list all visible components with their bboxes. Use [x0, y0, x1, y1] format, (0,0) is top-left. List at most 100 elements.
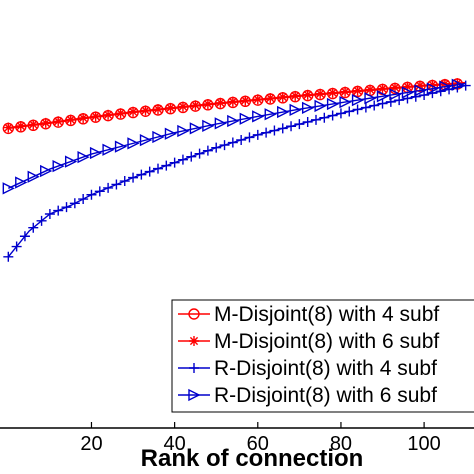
- x-tick-label: 40: [164, 433, 186, 455]
- legend-entry: R-Disjoint(8) with 6 subf: [178, 384, 437, 407]
- data-point: [127, 137, 140, 150]
- data-point: [19, 231, 30, 242]
- data-point: [211, 142, 222, 153]
- data-point: [161, 160, 172, 171]
- data-point: [111, 179, 122, 190]
- data-point: [27, 170, 40, 183]
- data-point: [140, 105, 151, 116]
- data-point: [277, 105, 290, 119]
- data-point: [239, 112, 252, 125]
- data-point: [377, 98, 388, 109]
- x-tick-label: 20: [80, 433, 102, 455]
- x-axis-title: Rank of connection: [141, 445, 364, 472]
- data-point: [94, 186, 105, 197]
- data-point: [294, 119, 305, 130]
- data-point: [240, 95, 251, 106]
- data-point: [414, 84, 427, 97]
- data-point: [215, 97, 226, 108]
- data-point: [339, 95, 352, 109]
- data-point: [15, 176, 28, 189]
- data-point: [64, 155, 78, 168]
- data-point: [28, 119, 39, 130]
- series-4: [2, 78, 466, 195]
- data-point: [227, 114, 240, 128]
- legend-marker: [189, 363, 199, 373]
- data-point: [219, 140, 230, 151]
- data-point: [394, 95, 405, 106]
- data-point: [194, 148, 205, 159]
- data-point: [128, 106, 139, 117]
- data-point: [36, 215, 47, 226]
- data-point: [77, 150, 90, 164]
- data-point: [390, 82, 400, 93]
- series-line: [7, 84, 466, 258]
- series-2: [3, 78, 466, 133]
- data-point: [103, 109, 114, 120]
- data-point: [227, 137, 238, 148]
- legend-label: R-Disjoint(8) with 4 subf: [214, 357, 437, 380]
- data-point: [264, 108, 277, 121]
- x-tick-label: 100: [407, 433, 440, 455]
- data-point: [402, 81, 413, 92]
- data-point: [289, 103, 302, 117]
- data-point: [139, 134, 153, 147]
- legend-label: R-Disjoint(8) with 6 subf: [214, 384, 437, 407]
- data-point: [439, 80, 452, 93]
- data-point: [351, 94, 365, 107]
- data-point: [227, 96, 238, 107]
- data-point: [53, 205, 64, 216]
- legend-marker: [188, 388, 201, 402]
- data-point: [186, 151, 197, 162]
- data-point: [426, 82, 439, 95]
- legend: M-Disjoint(8) with 4 subf M-Disjoint(8) w…: [171, 299, 474, 413]
- data-point: [114, 140, 128, 153]
- data-point: [86, 189, 97, 200]
- data-point: [302, 116, 313, 127]
- data-point: [136, 169, 147, 180]
- data-point: [269, 125, 280, 136]
- data-point: [352, 104, 363, 115]
- data-point: [352, 85, 363, 96]
- x-tick-label: 80: [330, 433, 352, 455]
- data-point: [2, 182, 15, 195]
- series-3: [3, 80, 471, 262]
- x-axis-ticks: 20 40 60 80 100: [80, 422, 441, 455]
- data-point: [326, 97, 340, 111]
- data-point: [277, 91, 288, 102]
- data-point: [103, 182, 114, 193]
- data-point: [202, 145, 213, 156]
- data-point: [244, 132, 255, 143]
- data-point: [65, 114, 76, 125]
- legend-entry: R-Disjoint(8) with 4 subf: [178, 357, 437, 380]
- data-point: [261, 127, 272, 138]
- data-point: [11, 241, 22, 252]
- data-point: [44, 209, 55, 219]
- data-point: [376, 90, 390, 103]
- data-point: [69, 198, 80, 209]
- data-point: [3, 122, 14, 133]
- data-point: [364, 92, 377, 105]
- data-point: [451, 78, 464, 91]
- data-point: [177, 101, 188, 112]
- data-point: [335, 108, 346, 119]
- data-point: [165, 102, 176, 113]
- data-point: [252, 129, 263, 140]
- data-point: [52, 159, 65, 173]
- data-point: [214, 117, 227, 130]
- data-point: [15, 121, 26, 132]
- data-point: [78, 112, 89, 123]
- data-point: [414, 80, 425, 91]
- data-point: [302, 89, 313, 100]
- data-point: [89, 146, 103, 160]
- data-point: [189, 122, 202, 135]
- data-point: [153, 163, 163, 174]
- legend-entry: M-Disjoint(8) with 4 subf: [178, 303, 439, 326]
- data-point: [265, 93, 276, 104]
- data-point: [327, 87, 338, 98]
- data-point: [377, 83, 388, 94]
- data-point: [252, 110, 265, 123]
- data-point: [190, 100, 201, 111]
- data-point: [90, 111, 101, 122]
- legend-label: M-Disjoint(8) with 4 subf: [214, 303, 439, 326]
